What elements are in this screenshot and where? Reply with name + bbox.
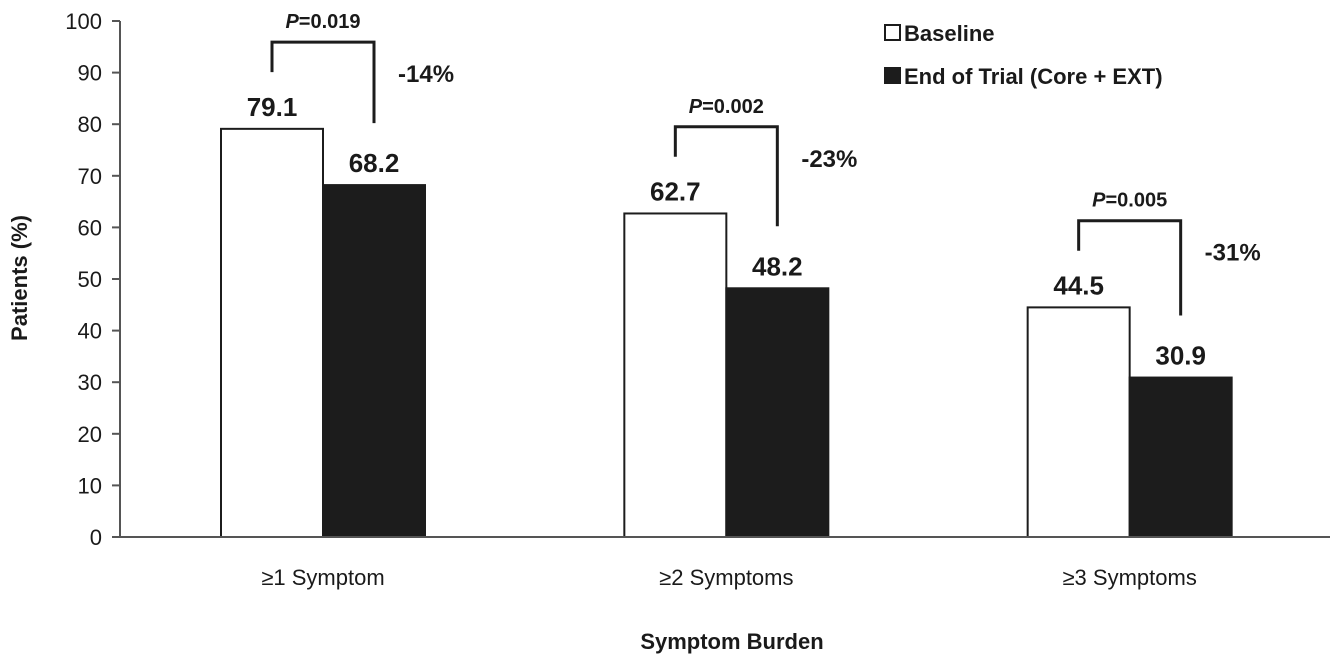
p-value-label: P=0.005 [1092, 190, 1167, 212]
y-tick-label: 50 [78, 267, 102, 292]
bar [623, 212, 728, 539]
legend: Baseline End of Trial (Core + EXT) [884, 21, 1163, 89]
significance-bracket [1077, 219, 1183, 316]
x-category-label: ≥3 Symptoms [1062, 565, 1196, 590]
y-axis-title: Patients (%) [7, 215, 32, 341]
y-tick-label: 80 [78, 112, 102, 137]
percent-change-label: -14% [398, 61, 454, 88]
data-label: 68.2 [349, 148, 400, 178]
y-tick-label: 40 [78, 319, 102, 344]
p-value-label: P=0.019 [285, 11, 360, 33]
bar [322, 184, 426, 538]
bar [1128, 376, 1233, 538]
y-axis: 0 10 20 30 40 50 60 70 80 90 100 [65, 9, 121, 550]
legend-label-baseline: Baseline [904, 21, 995, 46]
significance-bracket [673, 125, 779, 227]
data-label: 48.2 [752, 251, 803, 281]
y-tick-label: 30 [78, 370, 102, 395]
legend-swatch-end-of-trial [884, 67, 901, 84]
bar [725, 287, 830, 538]
data-label: 30.9 [1155, 341, 1206, 371]
bars: 79.1 68.2 62.7 48.2 44.5 30.9 [220, 92, 1233, 539]
annotations: P=0.019 -14% P=0.002 -23% P=0.005 -31% [270, 11, 1261, 316]
data-label: 79.1 [247, 92, 298, 122]
p-value-label: P=0.002 [689, 96, 764, 118]
x-axis: ≥1 Symptom ≥2 Symptoms ≥3 Symptoms [120, 536, 1330, 590]
x-category-label: ≥2 Symptoms [659, 565, 793, 590]
y-tick-label: 90 [78, 61, 102, 86]
y-tick-label: 20 [78, 422, 102, 447]
data-label: 62.7 [650, 176, 701, 206]
x-axis-title: Symptom Burden [640, 629, 823, 654]
bar [220, 127, 324, 538]
percent-change-label: -23% [801, 146, 857, 173]
significance-bracket [270, 40, 376, 124]
legend-label-end-of-trial: End of Trial (Core + EXT) [904, 64, 1163, 89]
y-tick-label: 70 [78, 164, 102, 189]
data-label: 44.5 [1053, 270, 1104, 300]
y-tick-label: 100 [65, 9, 102, 34]
y-tick-label: 60 [78, 215, 102, 240]
x-category-label: ≥1 Symptom [261, 565, 384, 590]
legend-swatch-baseline [884, 24, 901, 41]
y-tick-label: 0 [90, 525, 102, 550]
bar [1026, 306, 1131, 538]
percent-change-label: -31% [1205, 240, 1261, 267]
y-tick-label: 10 [78, 473, 102, 498]
